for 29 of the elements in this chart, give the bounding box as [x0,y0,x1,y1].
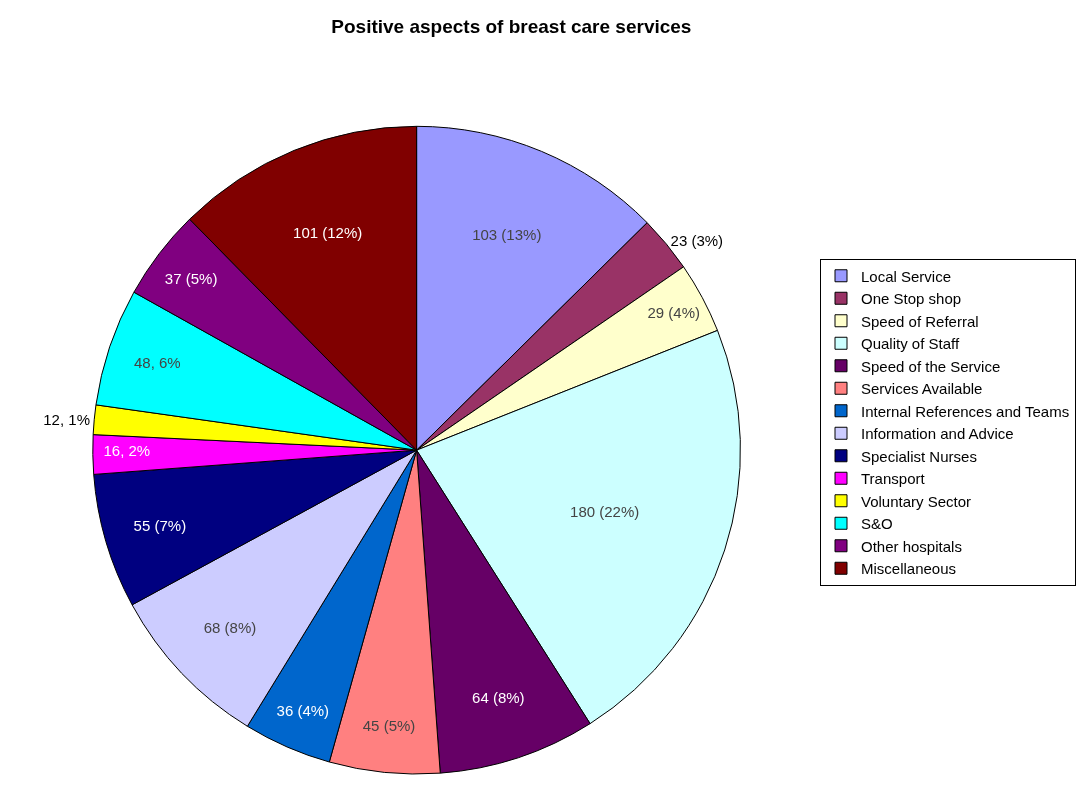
legend-label: Transport [861,470,926,488]
legend-label: Quality of Staff [861,335,960,353]
data-label: 180 (22%) [570,502,640,520]
chart-title: Positive aspects of breast care services [331,16,692,38]
data-label: 68 (8%) [203,618,257,636]
data-label: 29 (4%) [647,304,700,322]
data-label: 23 (3%) [670,232,724,250]
legend-label: Speed of the Service [861,357,1001,375]
data-label: 36 (4%) [276,702,330,720]
data-label: 45 (5%) [362,716,416,734]
data-label: 103 (13%) [472,226,542,244]
legend-label: Speed of Referral [861,312,979,330]
data-label: 55 (7%) [133,517,187,535]
legend-label: S&O [861,515,893,533]
legend-label: Miscellaneous [861,560,957,578]
legend-label: Specialist Nurses [861,447,977,465]
data-label: 48, 6% [133,354,181,372]
data-label: 12, 1% [43,411,90,429]
legend-label: One Stop shop [861,290,962,308]
legend-label: Services Available [861,380,983,398]
legend-label: Internal References and Teams [861,402,1070,420]
data-label: 37 (5%) [164,269,218,287]
legend-label: Voluntary Sector [861,492,972,510]
legend-label: Local Service [861,267,952,285]
data-label: 16, 2% [103,441,151,459]
data-label: 64 (8%) [472,688,525,706]
legend-label: Other hospitals [861,537,962,555]
data-label: 101 (12%) [293,224,363,242]
legend-label: Information and Advice [861,425,1014,443]
